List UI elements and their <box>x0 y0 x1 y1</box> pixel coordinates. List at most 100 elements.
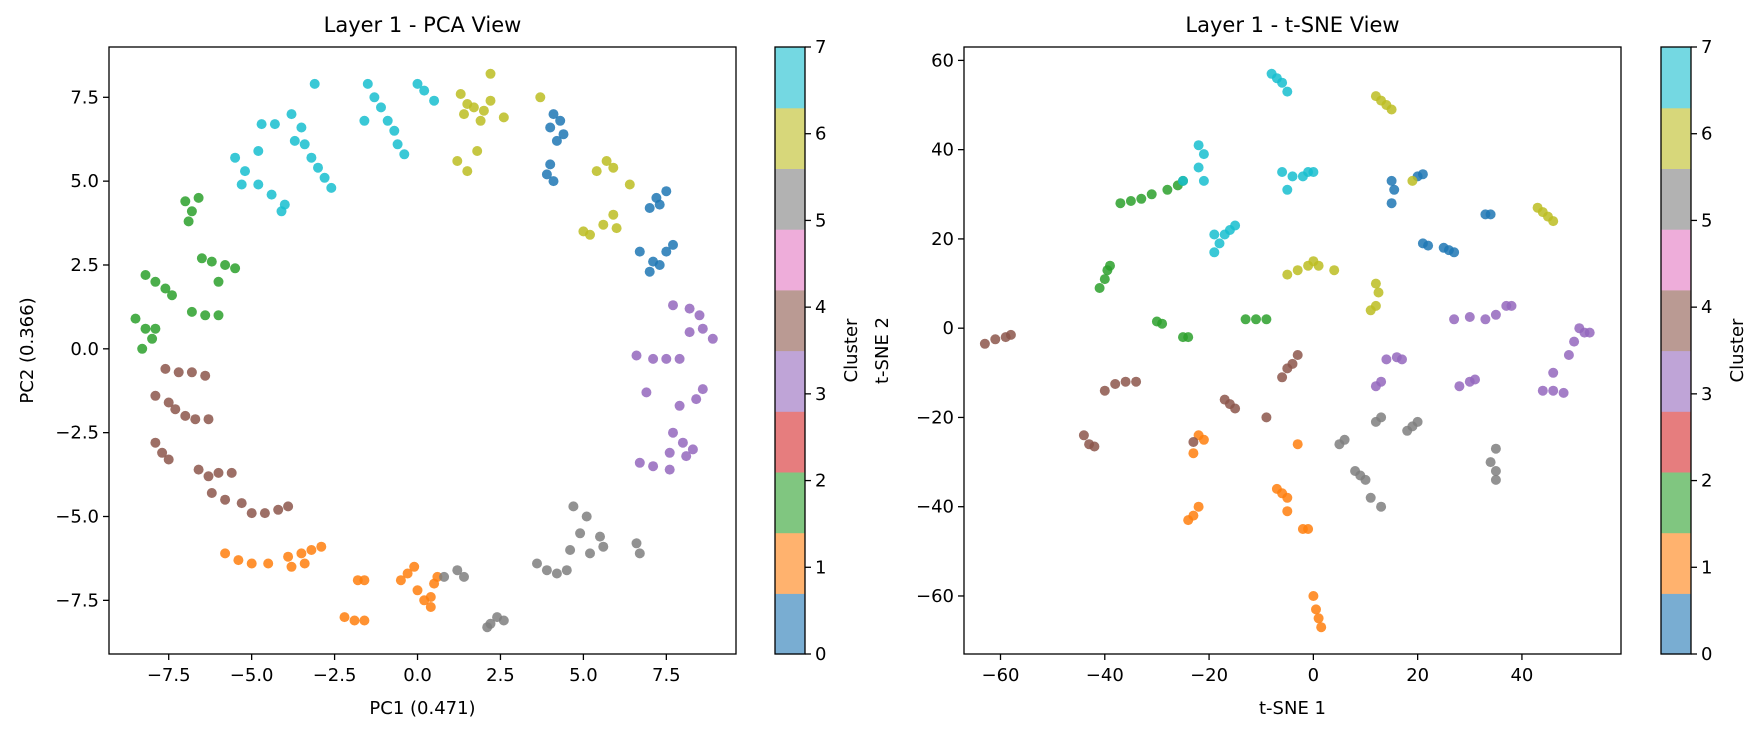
data-point <box>1261 314 1272 325</box>
data-point <box>1183 332 1194 343</box>
data-point <box>485 95 496 106</box>
data-point <box>548 109 559 120</box>
data-point <box>697 323 708 334</box>
data-point <box>1125 196 1136 206</box>
data-point <box>1449 247 1460 258</box>
y-tick-label: 60 <box>931 50 954 71</box>
colorbar-tick-label: 2 <box>1701 471 1712 492</box>
cluster-7-series <box>439 501 645 633</box>
cluster-1-series <box>220 541 443 626</box>
data-point <box>1188 437 1199 447</box>
chart-title: Layer 1 - PCA View <box>324 13 522 37</box>
data-point <box>1193 140 1204 151</box>
data-point <box>1099 385 1110 396</box>
data-point <box>1089 441 1100 452</box>
x-tick-label: 7.5 <box>652 665 681 686</box>
data-point <box>186 206 197 217</box>
data-point <box>306 545 317 555</box>
data-point <box>389 125 400 136</box>
data-point <box>591 166 602 177</box>
data-point <box>246 558 257 569</box>
data-point <box>1178 175 1188 186</box>
cluster-2-series <box>130 192 241 354</box>
data-point <box>1078 430 1089 441</box>
data-point <box>1115 198 1126 209</box>
data-point <box>1240 314 1251 325</box>
data-point <box>545 122 556 133</box>
data-point <box>163 397 174 408</box>
colorbar-tick-label: 2 <box>815 471 826 492</box>
cluster-4-series <box>1370 300 1595 398</box>
data-point <box>1110 379 1121 389</box>
y-tick-label: −7.5 <box>55 590 99 611</box>
colorbar-tick-label: 0 <box>1701 644 1712 665</box>
data-point <box>585 229 595 240</box>
data-point <box>349 615 360 626</box>
data-point <box>140 323 151 334</box>
data-point <box>1490 474 1501 485</box>
data-point <box>399 149 410 160</box>
cluster-7-series <box>1334 412 1501 512</box>
x-tick-label: 5.0 <box>569 665 598 686</box>
data-point <box>220 494 231 505</box>
y-tick-label: 2.5 <box>70 255 99 276</box>
data-point <box>180 196 191 207</box>
colorbar-tick-label: 6 <box>1701 124 1712 145</box>
data-point <box>240 166 250 177</box>
data-point <box>326 182 337 193</box>
scatter-points <box>130 68 718 633</box>
data-point <box>186 306 197 317</box>
x-tick-label: 40 <box>1510 665 1533 686</box>
y-tick-label: 7.5 <box>70 87 99 108</box>
data-point <box>541 169 552 180</box>
data-point <box>1548 216 1559 227</box>
data-point <box>253 179 264 190</box>
x-tick-label: 0.0 <box>403 665 432 686</box>
data-point <box>296 548 307 559</box>
data-point <box>1261 412 1272 423</box>
data-point <box>263 558 274 569</box>
data-point <box>482 622 493 633</box>
data-point <box>1094 283 1105 293</box>
data-point <box>230 152 241 163</box>
data-point <box>608 209 619 220</box>
data-point <box>376 102 386 113</box>
colorbar-segment <box>1661 350 1691 412</box>
cluster-0-series <box>1386 169 1496 258</box>
data-point <box>1563 350 1574 360</box>
data-point <box>309 78 320 89</box>
data-point <box>601 156 612 166</box>
data-point <box>213 310 224 321</box>
colorbar-segment <box>775 532 805 594</box>
colorbar-tick-label: 0 <box>815 644 826 665</box>
data-point <box>1480 314 1491 325</box>
data-point <box>196 253 207 264</box>
colorbar-tick-label: 1 <box>1701 557 1712 578</box>
x-tick-label: −40 <box>1086 665 1124 686</box>
data-point <box>299 558 310 569</box>
data-point <box>147 333 158 344</box>
colorbar-label: Cluster <box>841 318 862 382</box>
cluster-5-series <box>979 329 1303 452</box>
data-point <box>157 447 168 458</box>
data-point <box>256 119 267 130</box>
data-point <box>684 303 695 314</box>
data-point <box>644 203 655 213</box>
y-axis-label: t-SNE 2 <box>872 317 893 384</box>
x-tick-label: 0 <box>1308 665 1319 686</box>
data-point <box>439 571 450 582</box>
colorbar-tick-label: 7 <box>815 37 826 58</box>
data-point <box>1464 312 1475 322</box>
data-point <box>160 283 171 294</box>
data-point <box>236 498 247 509</box>
colorbar-label: Cluster <box>1727 318 1748 382</box>
data-point <box>661 246 672 257</box>
data-point <box>1287 171 1298 182</box>
y-tick-label: 0 <box>943 318 954 339</box>
data-point <box>691 394 702 405</box>
data-point <box>1316 622 1327 633</box>
data-point <box>1490 466 1501 476</box>
data-point <box>674 400 685 411</box>
data-point <box>558 129 569 140</box>
cluster-0-series <box>541 109 678 277</box>
